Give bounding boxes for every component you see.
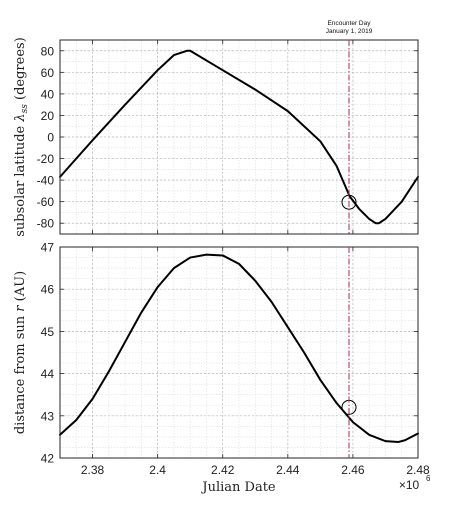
x-tick-label: 2.42 — [211, 463, 235, 477]
x-tick-label: 2.44 — [276, 463, 300, 477]
x-axis-multiplier-exponent: 6 — [426, 474, 431, 483]
x-tick-label: 2.48 — [406, 463, 430, 477]
x-axis-multiplier: ×10 — [399, 478, 420, 492]
y-tick-label: 44 — [41, 367, 55, 381]
y-tick-label: 47 — [41, 241, 55, 255]
y-tick-label: 40 — [41, 87, 55, 101]
y-tick-label: -40 — [37, 174, 55, 188]
x-tick-label: 2.46 — [341, 463, 365, 477]
distance-from-sun-plot: 47 46 45 44 43 42 2.38 2.4 2.42 2.44 2.46 2.48 Julia… — [13, 241, 431, 496]
x-axis-label: Julian Date — [200, 480, 276, 495]
y-tick-label: -20 — [37, 152, 55, 166]
y-axis-label-subscript: ss — [20, 104, 30, 114]
encounter-label-line2: January 1, 2019 — [326, 28, 373, 35]
y-tick-label: 46 — [41, 283, 55, 297]
subsolar-latitude-plot: 80 60 40 20 0 -20 -40 -60 -80 subsolar latitude λ… — [13, 37, 419, 237]
y-tick-label: 60 — [41, 66, 55, 80]
y-axis-label-text: distance from sun — [13, 312, 28, 434]
y-axis-label: subsolar latitude λss (degrees) — [13, 37, 30, 237]
y-tick-label: -80 — [37, 217, 55, 231]
x-tick-label: 2.4 — [149, 463, 166, 477]
y-axis-label-symbol: λ — [13, 113, 28, 122]
y-tick-label: -60 — [37, 195, 55, 209]
y-tick-label: 42 — [41, 452, 55, 466]
encounter-label-line1: Encounter Day — [328, 20, 372, 27]
y-axis-label-text: subsolar latitude — [13, 122, 28, 237]
y-axis-label: distance from sun r (AU) — [13, 271, 28, 434]
y-axis-label-unit: (AU) — [13, 271, 28, 306]
data-series-line — [59, 253, 419, 443]
y-tick-label: 80 — [41, 44, 55, 58]
y-axis-label-symbol: r — [13, 305, 28, 312]
data-series-line — [59, 49, 419, 225]
y-tick-label: 45 — [41, 325, 55, 339]
y-axis-label-unit: (degrees) — [13, 37, 28, 104]
x-tick-label: 2.38 — [81, 463, 105, 477]
y-tick-label: 20 — [41, 109, 55, 123]
y-tick-label: 0 — [47, 131, 54, 145]
y-tick-label: 43 — [41, 409, 55, 423]
axes-frame — [59, 246, 419, 459]
